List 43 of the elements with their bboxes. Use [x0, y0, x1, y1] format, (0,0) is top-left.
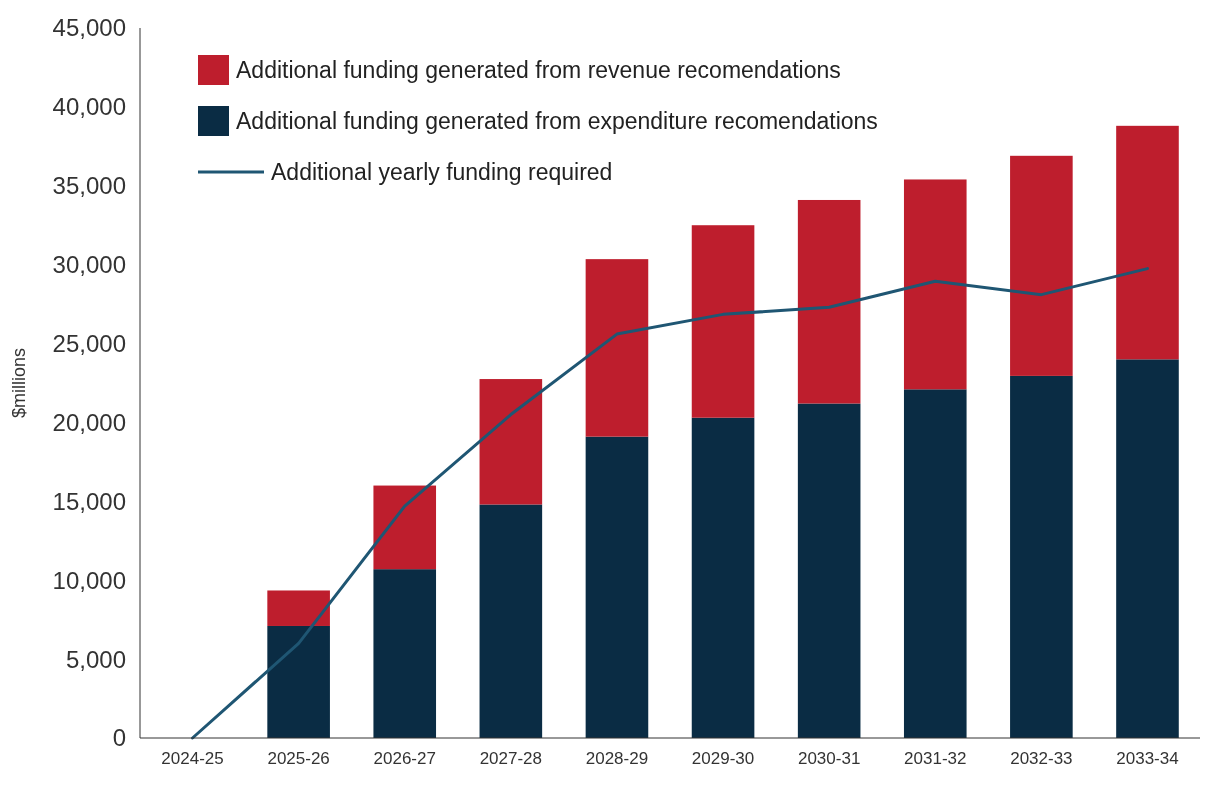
bar	[373, 485, 437, 570]
x-tick-label: 2028-29	[585, 749, 649, 768]
y-axis-title: $millions	[8, 347, 29, 419]
legend-label: Additional funding generated from expenditure recomendations	[236, 108, 878, 135]
bar	[903, 179, 967, 390]
y-tick-label: 20,000	[52, 408, 126, 436]
y-tick-label: 35,000	[52, 172, 126, 200]
bar	[797, 403, 861, 738]
x-tick-label: 2026-27	[373, 749, 436, 768]
x-tick-label: 2025-26	[267, 749, 330, 768]
x-tick-label: 2030-31	[797, 749, 861, 768]
bar	[1010, 155, 1073, 376]
line-series	[191, 267, 1149, 740]
y-tick-label: 45,000	[52, 14, 126, 42]
bar	[1116, 359, 1179, 738]
bar	[585, 259, 649, 437]
y-tick-label: 0	[112, 724, 126, 752]
bar	[1116, 125, 1179, 360]
bar	[267, 590, 330, 626]
x-tick-label: 2029-30	[691, 749, 755, 768]
x-tick-label: 2027-28	[479, 749, 543, 768]
y-tick-label: 10,000	[52, 566, 126, 594]
x-tick-label: 2031-32	[904, 749, 967, 768]
y-tick-label: 5,000	[65, 645, 126, 673]
y-tick-label: 40,000	[52, 93, 126, 121]
bar	[373, 569, 437, 738]
x-tick-label: 2032-33	[1010, 749, 1073, 768]
y-tick-label: 25,000	[52, 329, 126, 357]
bar	[585, 436, 649, 738]
x-tick-label: 2033-34	[1116, 749, 1179, 768]
y-tick-label: 15,000	[52, 487, 126, 515]
x-tick-label: 2024-25	[161, 749, 224, 768]
legend-label: Additional yearly funding required	[271, 159, 613, 186]
y-tick-label: 30,000	[52, 251, 126, 279]
bar	[479, 504, 543, 738]
legend-label: Additional funding generated from revenue recomendations	[236, 57, 841, 84]
bar	[903, 389, 967, 738]
bar	[691, 225, 755, 418]
bar	[479, 379, 543, 505]
bar	[797, 199, 861, 404]
bar	[267, 625, 330, 738]
bar	[691, 417, 755, 738]
bar	[1010, 375, 1073, 738]
